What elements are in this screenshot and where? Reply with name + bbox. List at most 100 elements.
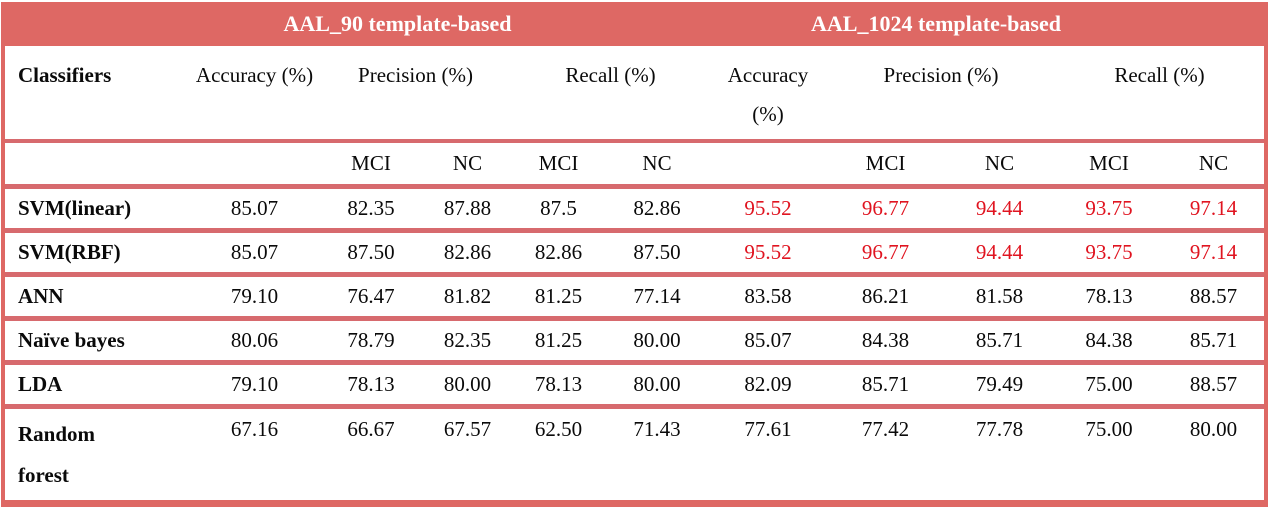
value-cell: 79.10: [190, 272, 319, 319]
classifier-name: LDA: [5, 360, 190, 407]
value-cell: 77.61: [709, 404, 827, 500]
value-cell: 77.14: [605, 272, 709, 319]
value-cell-highlighted: 95.52: [709, 228, 827, 275]
value-cell: 85.07: [190, 228, 319, 275]
classifier-name: SVM(RBF): [5, 228, 190, 275]
band-spacer: [605, 2, 709, 46]
table-row-svm-rbf: SVM(RBF) 85.07 87.50 82.86 82.86 87.50 9…: [5, 228, 1264, 275]
value-cell: 82.35: [423, 316, 512, 363]
value-cell: 85.07: [709, 316, 827, 363]
value-cell-highlighted: 96.77: [827, 184, 944, 231]
band-spacer: [5, 2, 190, 46]
value-cell: 66.67: [319, 404, 423, 500]
value-cell: 87.88: [423, 184, 512, 231]
value-cell: 85.71: [1163, 316, 1264, 363]
band-aal1024-label: AAL_1024 template-based: [709, 2, 1163, 46]
header-recall-aal90: Recall (%): [512, 46, 709, 141]
value-cell-highlighted: 97.14: [1163, 228, 1264, 275]
subheader-precision-mci-aal1024: MCI: [827, 139, 944, 187]
value-cell: 81.82: [423, 272, 512, 319]
value-cell: 80.00: [605, 360, 709, 407]
subheader-precision-nc-aal90: NC: [423, 139, 512, 187]
value-cell: 88.57: [1163, 360, 1264, 407]
value-cell: 78.79: [319, 316, 423, 363]
value-cell: 82.86: [512, 228, 605, 275]
header-recall-aal1024: Recall (%): [1055, 46, 1264, 141]
header-accuracy-aal90: Accuracy (%): [190, 46, 319, 141]
classifier-name: Naïve bayes: [5, 316, 190, 363]
subheader-spacer: [5, 139, 190, 187]
value-cell: 75.00: [1055, 404, 1163, 500]
value-cell: 87.50: [319, 228, 423, 275]
value-cell: 86.21: [827, 272, 944, 319]
subheader-recall-nc-aal90: NC: [605, 139, 709, 187]
value-cell: 87.5: [512, 184, 605, 231]
value-cell: 82.86: [423, 228, 512, 275]
value-cell: 67.16: [190, 404, 319, 500]
value-cell: 80.00: [605, 316, 709, 363]
value-cell: 85.71: [944, 316, 1055, 363]
value-cell: 81.25: [512, 316, 605, 363]
value-cell: 83.58: [709, 272, 827, 319]
subheader-recall-nc-aal1024: NC: [1163, 139, 1264, 187]
band-aal90-label: AAL_90 template-based: [190, 2, 605, 46]
table-row-svm-linear: SVM(linear) 85.07 82.35 87.88 87.5 82.86…: [5, 184, 1264, 231]
subheader-recall-mci-aal1024: MCI: [1055, 139, 1163, 187]
subheader-row: MCI NC MCI NC MCI NC MCI NC: [5, 139, 1264, 187]
table-row-random-forest: Random forest 67.16 66.67 67.57 62.50 71…: [5, 404, 1264, 500]
table-row-lda: LDA 79.10 78.13 80.00 78.13 80.00 82.09 …: [5, 360, 1264, 407]
subheader-spacer: [709, 139, 827, 187]
value-cell: 82.35: [319, 184, 423, 231]
value-cell: 82.86: [605, 184, 709, 231]
value-cell: 81.25: [512, 272, 605, 319]
value-cell-highlighted: 93.75: [1055, 184, 1163, 231]
subheader-recall-mci-aal90: MCI: [512, 139, 605, 187]
value-cell-highlighted: 96.77: [827, 228, 944, 275]
value-cell: 80.06: [190, 316, 319, 363]
value-cell: 78.13: [319, 360, 423, 407]
column-header-row: Classifiers Accuracy (%) Precision (%) R…: [5, 46, 1264, 141]
value-cell: 67.57: [423, 404, 512, 500]
value-cell: 85.07: [190, 184, 319, 231]
value-cell: 71.43: [605, 404, 709, 500]
value-cell: 76.47: [319, 272, 423, 319]
header-accuracy-aal1024: Accuracy (%): [709, 46, 827, 141]
classifier-name: Random forest: [5, 404, 190, 500]
value-cell: 80.00: [1163, 404, 1264, 500]
template-band-row: AAL_90 template-based AAL_1024 template-…: [5, 2, 1264, 46]
value-cell-highlighted: 93.75: [1055, 228, 1163, 275]
classifier-name-text: Random forest: [18, 422, 96, 487]
table-row-ann: ANN 79.10 76.47 81.82 81.25 77.14 83.58 …: [5, 272, 1264, 319]
table-row-naive-bayes: Naïve bayes 80.06 78.79 82.35 81.25 80.0…: [5, 316, 1264, 363]
value-cell-highlighted: 97.14: [1163, 184, 1264, 231]
value-cell: 79.10: [190, 360, 319, 407]
value-cell: 79.49: [944, 360, 1055, 407]
value-cell: 82.09: [709, 360, 827, 407]
subheader-precision-mci-aal90: MCI: [319, 139, 423, 187]
value-cell: 78.13: [1055, 272, 1163, 319]
value-cell: 85.71: [827, 360, 944, 407]
value-cell-highlighted: 94.44: [944, 228, 1055, 275]
classifier-results-table: AAL_90 template-based AAL_1024 template-…: [5, 2, 1264, 500]
value-cell: 77.78: [944, 404, 1055, 500]
subheader-spacer: [190, 139, 319, 187]
value-cell: 62.50: [512, 404, 605, 500]
value-cell: 84.38: [1055, 316, 1163, 363]
classifier-name: SVM(linear): [5, 184, 190, 231]
value-cell: 75.00: [1055, 360, 1163, 407]
classifier-name: ANN: [5, 272, 190, 319]
band-spacer: [1163, 2, 1264, 46]
value-cell: 77.42: [827, 404, 944, 500]
header-precision-aal1024: Precision (%): [827, 46, 1055, 141]
value-cell: 80.00: [423, 360, 512, 407]
value-cell: 78.13: [512, 360, 605, 407]
value-cell-highlighted: 94.44: [944, 184, 1055, 231]
header-precision-aal90: Precision (%): [319, 46, 512, 141]
header-classifiers: Classifiers: [5, 46, 190, 141]
value-cell-highlighted: 95.52: [709, 184, 827, 231]
value-cell: 81.58: [944, 272, 1055, 319]
value-cell: 88.57: [1163, 272, 1264, 319]
value-cell: 87.50: [605, 228, 709, 275]
